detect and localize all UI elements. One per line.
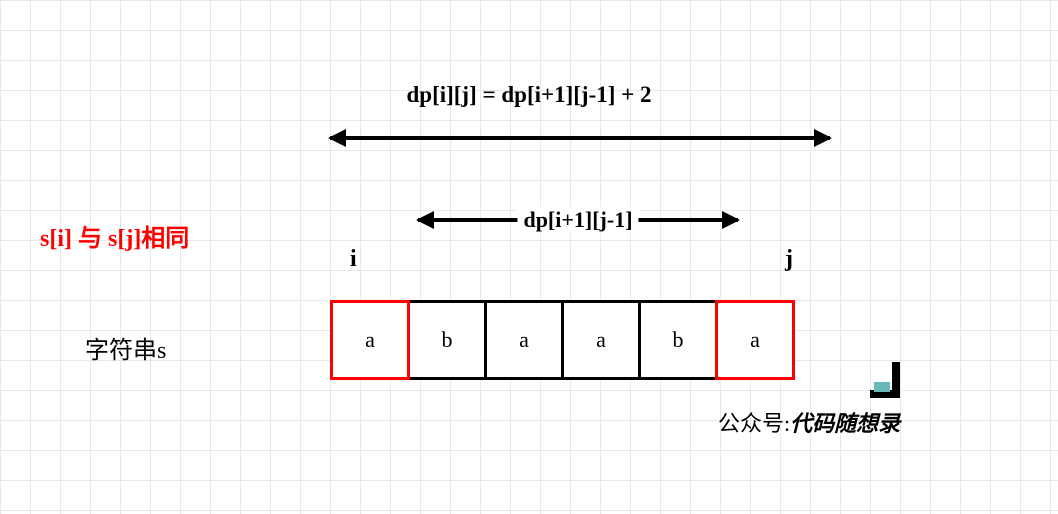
cell-0: a [330,300,410,380]
cell-3: a [561,300,641,380]
formula-top: dp[i][j] = dp[i+1][j-1] + 2 [0,82,1058,108]
cell-2: a [484,300,564,380]
credit-prefix: 公众号: [718,411,790,436]
diagram-canvas: dp[i][j] = dp[i+1][j-1] + 2 dp[i+1][j-1]… [0,0,1058,514]
index-j-label: j [785,246,793,273]
credit-name: 代码随想录 [790,411,900,436]
string-s-label: 字符串s [85,330,166,365]
cell-1: b [407,300,487,380]
index-i-label: i [350,246,357,273]
inner-range-label: dp[i+1][j-1] [517,207,638,233]
cell-row: a b a a b a [330,300,795,380]
cell-4: b [638,300,718,380]
outer-range-arrow [330,136,830,140]
credit-line: 公众号:代码随想录 [718,406,900,438]
condition-label: s[i] 与 s[j]相同 [40,218,189,253]
logo-icon [870,362,900,398]
cell-5: a [715,300,795,380]
inner-range-arrow: dp[i+1][j-1] [418,218,738,222]
